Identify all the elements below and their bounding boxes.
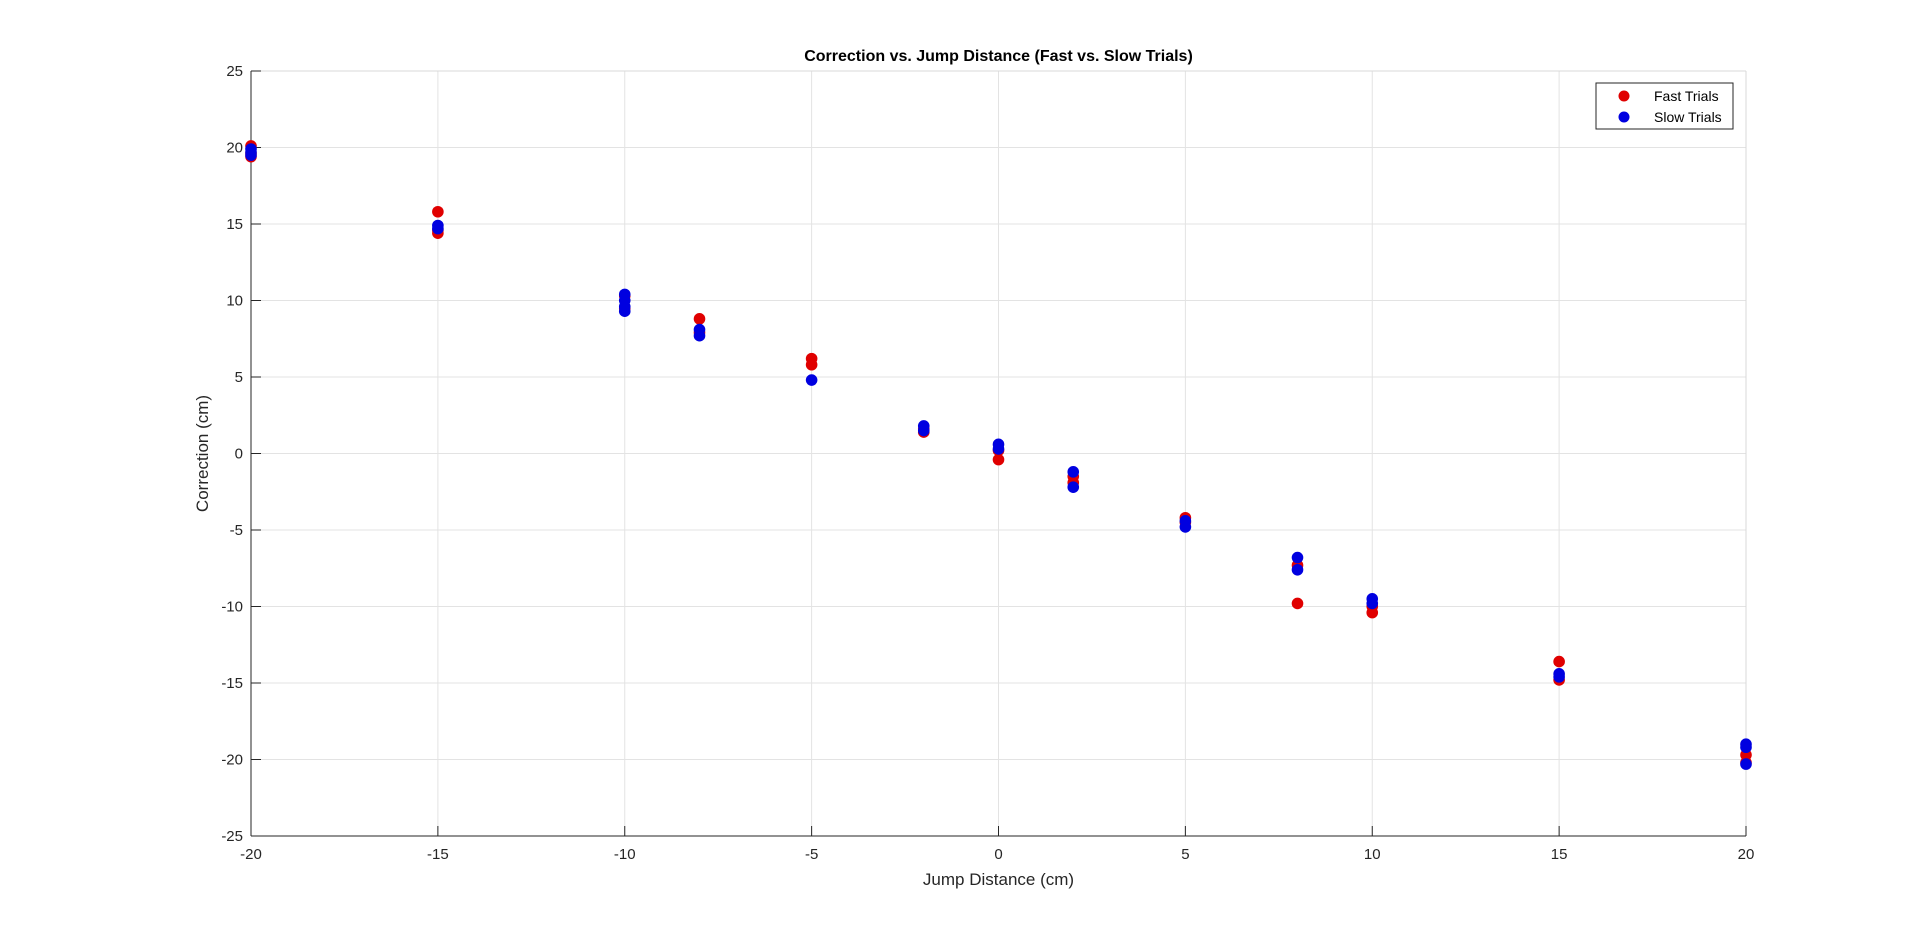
x-tick-label: -15 [427,846,449,863]
y-axis-label: Correction (cm) [193,395,212,512]
fast-trial-point [693,313,706,325]
slow-trial-point [1179,521,1192,533]
fast-trial-point [432,205,444,218]
axes: -20 -15 -10 -5 0 5 10 15 20-25-20-15-10-50510152… [221,63,1754,863]
slow-trial-point [245,149,257,161]
x-tick-label: 15 [1551,846,1568,863]
chart-title: Correction vs. Jump Distance (Fast vs. S… [804,48,1193,65]
slow-trial-point [1740,758,1752,770]
x-tick-label: -20 [240,846,262,863]
fast-trial-point [805,358,818,371]
slow-trial-point [1740,741,1752,754]
slow-trial-point [917,424,930,437]
slow-trial-point [693,329,706,342]
x-tick-label: 10 [1364,846,1381,863]
y-tick-label: -20 [221,752,243,769]
slow-trial-point [992,443,1005,455]
slow-trial-point [1366,597,1379,610]
y-tick-label: -5 [230,522,243,539]
legend: Fast Trials Slow Trials [1595,82,1734,130]
x-tick-label: -10 [614,846,636,863]
slow-trial-point [1291,551,1304,564]
legend-label-slow: Slow Trials [1654,109,1722,125]
slow-trial-point [432,222,444,235]
y-tick-label: 5 [235,369,243,386]
y-tick-label: 25 [226,63,243,80]
y-tick-label: -25 [221,828,243,845]
x-tick-label: 5 [1181,846,1189,863]
slow-trial-point [1553,671,1565,683]
slow-trial-point [1067,466,1080,478]
legend-marker-fast [1618,90,1630,102]
slow-trial-point [1291,563,1304,576]
legend-box [1595,82,1734,130]
y-tick-label: 10 [226,293,243,310]
y-tick-label: 15 [226,216,243,233]
y-tick-label: -10 [221,599,243,616]
fast-trial-point [1553,655,1565,668]
legend-label-fast: Fast Trials [1654,88,1719,104]
y-tick-label: -15 [221,675,243,692]
x-tick-label: 20 [1738,846,1755,863]
fast-trial-point [992,453,1005,466]
fast-trial-point [1291,597,1304,610]
slow-trial-point [1067,481,1080,493]
data-points [245,140,1752,770]
y-tick-label: 20 [226,140,243,157]
y-tick-label: 0 [235,446,243,463]
grid-lines [250,70,1747,837]
x-axis-label: Jump Distance (cm) [923,870,1074,889]
x-tick-label: 0 [994,846,1002,863]
slow-trial-point [618,305,631,318]
legend-marker-slow [1618,111,1630,123]
x-tick-label: -5 [805,846,818,863]
slow-trial-point [805,374,818,386]
